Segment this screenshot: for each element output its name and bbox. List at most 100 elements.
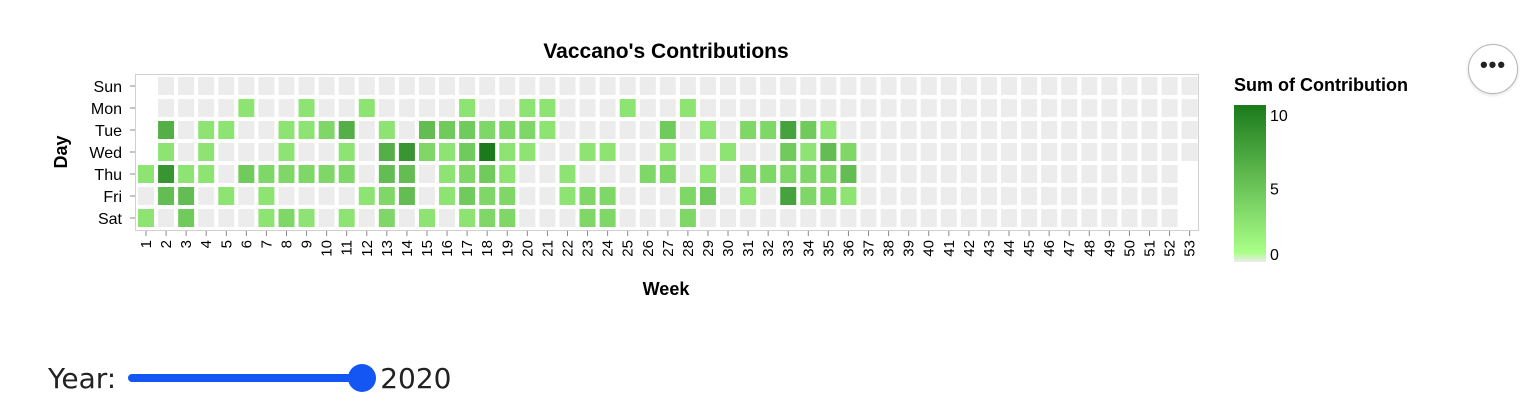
heatmap-cell (960, 99, 977, 117)
heatmap-cell (1041, 99, 1058, 117)
heatmap-cell (840, 99, 857, 117)
heatmap-cell (579, 143, 596, 161)
x-tick-label: 33 (780, 240, 797, 257)
y-axis-title: Day (51, 135, 71, 168)
heatmap-cell (980, 77, 997, 95)
heatmap-cell (499, 143, 516, 161)
heatmap-cell (860, 165, 877, 183)
heatmap-cell (238, 209, 255, 227)
heatmap-cell (940, 99, 957, 117)
heatmap-cell (840, 165, 857, 183)
heatmap-cell (780, 209, 797, 227)
heatmap-cell (1121, 165, 1138, 183)
x-tick-label: 17 (459, 240, 476, 257)
year-value: 2020 (380, 361, 452, 395)
plot-frame (135, 74, 1199, 231)
heatmap-cell (479, 121, 496, 139)
heatmap-cell (679, 143, 696, 161)
heatmap-cell (980, 143, 997, 161)
heatmap-cell (1141, 121, 1158, 139)
heatmap-cell (740, 143, 757, 161)
heatmap-cell (900, 187, 917, 205)
heatmap-cell (940, 77, 957, 95)
heatmap-cell (1081, 187, 1098, 205)
heatmap-cell (519, 77, 536, 95)
heatmap-cell (1021, 143, 1038, 161)
heatmap-cell (539, 187, 556, 205)
heatmap-cell (1021, 165, 1038, 183)
year-slider-handle[interactable] (348, 364, 377, 392)
heatmap-cell (439, 187, 456, 205)
heatmap-cell (278, 187, 295, 205)
heatmap-cell (1121, 121, 1138, 139)
heatmap-cell (619, 143, 636, 161)
heatmap-cell (900, 143, 917, 161)
heatmap-cell (178, 209, 195, 227)
heatmap-cell (720, 99, 737, 117)
heatmap-cell (378, 187, 395, 205)
heatmap-cell (760, 77, 777, 95)
heatmap-cell (760, 121, 777, 139)
heatmap-cell (1101, 77, 1118, 95)
heatmap-cell (278, 165, 295, 183)
heatmap-cell (198, 165, 215, 183)
heatmap-cell (1061, 165, 1078, 183)
heatmap-cell (539, 99, 556, 117)
heatmap-cell (820, 99, 837, 117)
heatmap-cell (519, 143, 536, 161)
heatmap-cell (378, 77, 395, 95)
heatmap-cell (1141, 165, 1158, 183)
heatmap-cell (318, 165, 335, 183)
heatmap-cell (1041, 77, 1058, 95)
more-options-button[interactable]: ••• (1468, 44, 1518, 94)
x-tick-label: 3 (178, 240, 195, 248)
heatmap-cell (1161, 165, 1178, 183)
heatmap-cell (860, 99, 877, 117)
heatmap-cell (1041, 121, 1058, 139)
heatmap-cell (439, 143, 456, 161)
heatmap-cell (579, 165, 596, 183)
heatmap-cell (1041, 165, 1058, 183)
heatmap-cell (920, 165, 937, 183)
x-tick-label: 32 (760, 240, 777, 257)
year-slider-track[interactable] (128, 374, 375, 382)
year-slider[interactable] (126, 363, 377, 393)
heatmap-cell (559, 209, 576, 227)
heatmap-cell (459, 121, 476, 139)
heatmap-cell (599, 143, 616, 161)
heatmap-cell (318, 187, 335, 205)
heatmap-cell (619, 121, 636, 139)
heatmap-cell (639, 165, 656, 183)
heatmap-cell (1141, 209, 1158, 227)
heatmap-cell (639, 209, 656, 227)
heatmap-cell (579, 187, 596, 205)
heatmap-cell (298, 165, 315, 183)
heatmap-cell (358, 121, 375, 139)
heatmap-cell (318, 77, 335, 95)
heatmap-cell (880, 77, 897, 95)
heatmap-cell (800, 187, 817, 205)
heatmap-cell (158, 209, 175, 227)
x-tick-label: 4 (198, 240, 215, 248)
heatmap-cell (920, 143, 937, 161)
heatmap-cell (298, 143, 315, 161)
heatmap-cell (479, 187, 496, 205)
heatmap-cell (1021, 209, 1038, 227)
heatmap-cell (318, 143, 335, 161)
x-tick-label: 5 (218, 240, 235, 248)
x-tick-label: 23 (580, 240, 597, 257)
heatmap-cell (900, 77, 917, 95)
heatmap-cell (539, 209, 556, 227)
x-tick-label: 7 (258, 240, 275, 248)
heatmap-cell (479, 165, 496, 183)
heatmap-cell (258, 209, 275, 227)
x-tick-label: 36 (840, 240, 857, 257)
heatmap-cell (358, 143, 375, 161)
heatmap-cell (760, 165, 777, 183)
heatmap-cell (198, 187, 215, 205)
legend-ticks: 10 5 0 (1270, 108, 1288, 264)
heatmap-cell (559, 77, 576, 95)
heatmap-cell (459, 187, 476, 205)
heatmap-cell (1081, 143, 1098, 161)
heatmap-cell (720, 77, 737, 95)
